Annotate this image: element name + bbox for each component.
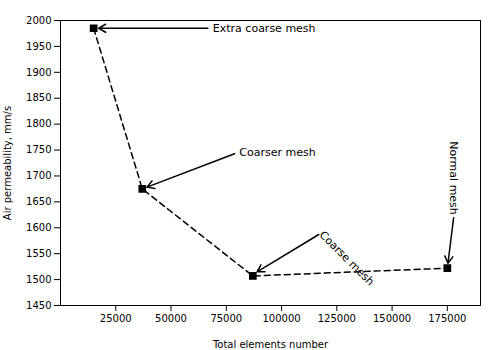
svg-text:75000: 75000 <box>210 313 242 324</box>
svg-text:50000: 50000 <box>155 313 187 324</box>
svg-text:1900: 1900 <box>26 67 51 78</box>
svg-text:1550: 1550 <box>26 248 51 259</box>
svg-text:1450: 1450 <box>26 300 51 311</box>
svg-text:100000: 100000 <box>262 313 300 324</box>
svg-text:1750: 1750 <box>26 144 51 155</box>
svg-text:Air permeability, mm/s: Air permeability, mm/s <box>2 106 13 220</box>
svg-text:175000: 175000 <box>428 313 466 324</box>
svg-text:25000: 25000 <box>100 313 132 324</box>
svg-text:125000: 125000 <box>318 313 356 324</box>
svg-text:Extra coarse mesh: Extra coarse mesh <box>213 22 316 35</box>
svg-text:150000: 150000 <box>373 313 411 324</box>
svg-text:Coarser mesh: Coarser mesh <box>239 146 315 159</box>
svg-text:1850: 1850 <box>26 92 51 103</box>
svg-text:1700: 1700 <box>26 170 51 181</box>
svg-text:1950: 1950 <box>26 41 51 52</box>
svg-text:Normal mesh: Normal mesh <box>447 141 460 215</box>
svg-text:1800: 1800 <box>26 118 51 129</box>
svg-text:Total elements number: Total elements number <box>212 339 329 350</box>
svg-text:2000: 2000 <box>26 15 51 26</box>
svg-text:1650: 1650 <box>26 196 51 207</box>
svg-text:1500: 1500 <box>26 274 51 285</box>
svg-text:Coarse mesh: Coarse mesh <box>317 228 377 288</box>
svg-text:1600: 1600 <box>26 222 51 233</box>
